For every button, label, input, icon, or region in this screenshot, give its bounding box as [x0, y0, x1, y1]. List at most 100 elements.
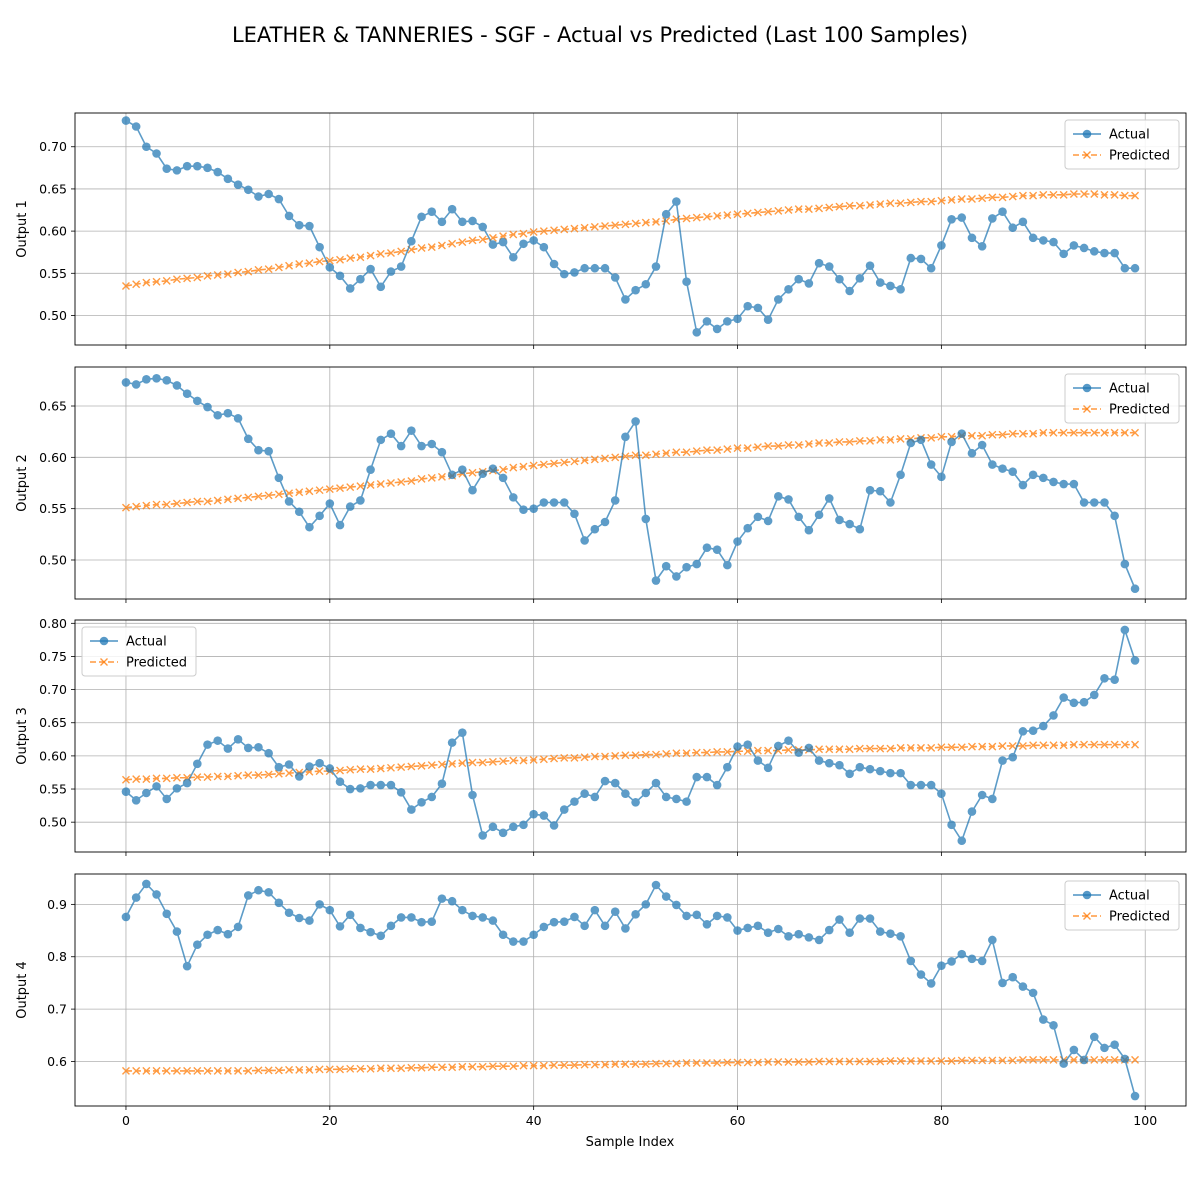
data-point	[1079, 697, 1089, 707]
data-point	[203, 773, 212, 782]
data-point	[926, 460, 936, 469]
data-point	[519, 820, 528, 830]
axes-frame	[74, 619, 1187, 853]
data-point	[1080, 428, 1089, 437]
data-point	[346, 254, 355, 263]
data-point	[1100, 740, 1109, 749]
data-point	[407, 426, 416, 435]
data-point	[499, 1062, 508, 1071]
data-point	[172, 1066, 181, 1075]
data-point	[478, 1062, 487, 1071]
data-point	[845, 437, 854, 446]
data-point	[243, 434, 253, 444]
data-point	[203, 740, 212, 749]
data-point	[845, 286, 854, 296]
data-point	[824, 262, 834, 271]
data-point	[1100, 190, 1109, 199]
data-point	[713, 446, 722, 455]
data-point	[132, 1066, 141, 1075]
data-point	[172, 166, 182, 175]
data-point	[651, 1059, 660, 1068]
data-point	[549, 259, 559, 269]
data-point	[692, 772, 702, 782]
data-point	[998, 430, 1007, 439]
data-point	[478, 913, 488, 922]
subplot-2: 0.50 0.55 0.60 0.65 Output 2 Actual Predicted	[15, 366, 1187, 603]
data-point	[458, 217, 467, 227]
data-point	[1090, 740, 1099, 749]
data-point	[977, 241, 987, 251]
data-point	[866, 744, 875, 753]
y-tick-label: 0.55	[39, 782, 67, 797]
data-point	[804, 525, 814, 535]
data-point	[590, 524, 600, 534]
y-tick-label: 0.50	[39, 815, 67, 830]
data-point	[723, 317, 732, 326]
data-point	[1059, 428, 1068, 437]
data-point	[947, 820, 956, 830]
data-point	[539, 1061, 548, 1070]
data-point	[601, 752, 610, 761]
data-point	[285, 1065, 294, 1074]
data-point	[539, 227, 548, 236]
data-point	[600, 263, 610, 273]
data-point	[1059, 190, 1068, 199]
data-point	[712, 324, 722, 334]
data-point	[213, 1066, 222, 1075]
legend: Actual Predicted	[81, 626, 197, 677]
data-point	[336, 255, 345, 264]
data-point	[305, 221, 314, 231]
data-point	[876, 435, 885, 444]
data-point	[753, 921, 763, 931]
data-point	[1089, 1032, 1099, 1042]
data-point	[539, 811, 549, 820]
data-point	[386, 780, 396, 790]
data-point	[295, 1065, 304, 1074]
data-point	[1029, 429, 1038, 438]
data-point	[825, 438, 834, 447]
data-point	[743, 740, 753, 749]
data-point	[335, 922, 345, 931]
data-point	[590, 455, 599, 464]
legend: Actual Predicted	[1064, 119, 1180, 170]
data-point	[407, 476, 416, 485]
data-point	[1100, 498, 1109, 507]
data-point	[131, 122, 141, 131]
y-tick-label: 0.75	[39, 649, 67, 664]
data-point	[182, 961, 192, 971]
data-point	[906, 438, 916, 448]
data-point	[815, 1057, 824, 1066]
data-point	[784, 206, 793, 215]
data-point	[1080, 740, 1089, 749]
data-point	[804, 1058, 813, 1067]
data-point	[621, 751, 630, 760]
data-point	[712, 911, 722, 921]
axes-frame	[74, 112, 1187, 346]
data-point	[672, 197, 681, 206]
data-point	[916, 780, 926, 790]
data-point	[539, 922, 549, 932]
data-point	[560, 753, 569, 762]
data-point	[1028, 233, 1038, 243]
legend-marker	[1083, 405, 1091, 413]
data-point	[499, 465, 508, 474]
data-point	[468, 485, 477, 495]
data-point	[1110, 428, 1119, 437]
data-point	[947, 437, 956, 447]
data-point	[162, 1066, 171, 1075]
data-point	[223, 270, 232, 279]
data-point	[875, 278, 885, 287]
data-point	[1110, 675, 1119, 684]
data-point	[621, 295, 630, 304]
series-actual	[121, 116, 1140, 337]
data-point	[264, 748, 273, 758]
data-point	[661, 561, 671, 571]
data-point	[325, 764, 335, 773]
data-point	[682, 749, 691, 758]
data-point	[417, 1063, 426, 1072]
data-point	[692, 328, 702, 337]
data-point	[876, 744, 885, 753]
data-point	[978, 742, 987, 751]
data-point	[121, 775, 130, 784]
data-point	[927, 1056, 936, 1065]
